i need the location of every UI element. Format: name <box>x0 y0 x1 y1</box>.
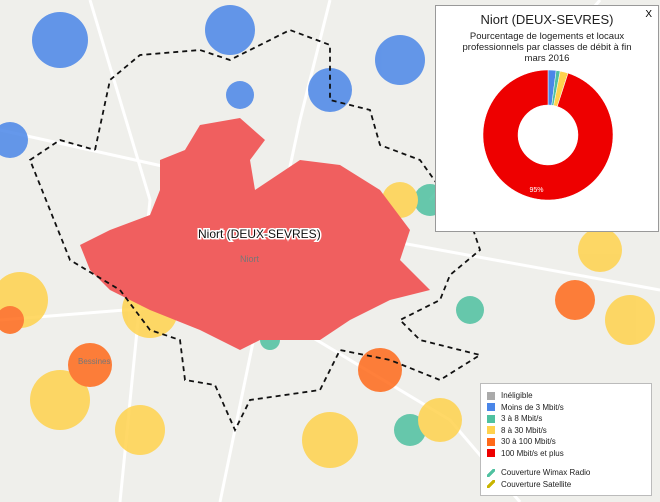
legend-item: 8 à 30 Mbit/s <box>487 425 645 437</box>
commune-border <box>28 29 483 433</box>
legend-swatch <box>487 426 495 435</box>
legend-item: Moins de 3 Mbit/s <box>487 402 645 414</box>
legend-item: 30 à 100 Mbit/s <box>487 436 645 448</box>
legend-swatch <box>487 468 495 477</box>
legend-label: 3 à 8 Mbit/s <box>501 414 543 424</box>
map-label: Niort <box>240 254 260 264</box>
legend-swatch <box>487 403 495 412</box>
legend-swatch <box>487 437 495 446</box>
legend-item: Couverture Wimax Radio <box>487 467 645 479</box>
legend-item: 100 Mbit/s et plus <box>487 448 645 460</box>
donut-slice <box>482 69 614 201</box>
donut-chart: 95% <box>482 69 614 201</box>
slice-label: 95% <box>529 187 543 194</box>
info-popup: X Niort (DEUX-SEVRES) Pourcentage de log… <box>435 5 659 232</box>
legend-swatch <box>487 414 495 423</box>
popup-title: Niort (DEUX-SEVRES) <box>480 12 614 27</box>
legend-label: Couverture Wimax Radio <box>501 468 591 478</box>
legend-item: Inéligible <box>487 390 645 402</box>
map-label: Niort (DEUX-SEVRES) <box>198 227 321 241</box>
legend-label: Couverture Satellite <box>501 479 572 489</box>
legend-item: Couverture Satellite <box>487 479 645 491</box>
legend-label: Moins de 3 Mbit/s <box>501 402 564 412</box>
legend-label: 100 Mbit/s et plus <box>501 448 564 458</box>
close-button[interactable]: X <box>645 9 652 20</box>
popup-subtitle: Pourcentage de logements et locaux profe… <box>462 31 632 64</box>
legend-swatch <box>487 480 495 489</box>
legend-label: Inéligible <box>501 391 533 401</box>
map-label: Bessines <box>78 357 110 366</box>
city-fibre-area <box>80 118 430 350</box>
legend-swatch <box>487 449 495 458</box>
legend-label: 8 à 30 Mbit/s <box>501 425 547 435</box>
legend-label: 30 à 100 Mbit/s <box>501 437 556 447</box>
legend-item: 3 à 8 Mbit/s <box>487 413 645 425</box>
legend-swatch <box>487 391 495 400</box>
legend: Inéligible Moins de 3 Mbit/s 3 à 8 Mbit/s 8… <box>480 383 652 496</box>
